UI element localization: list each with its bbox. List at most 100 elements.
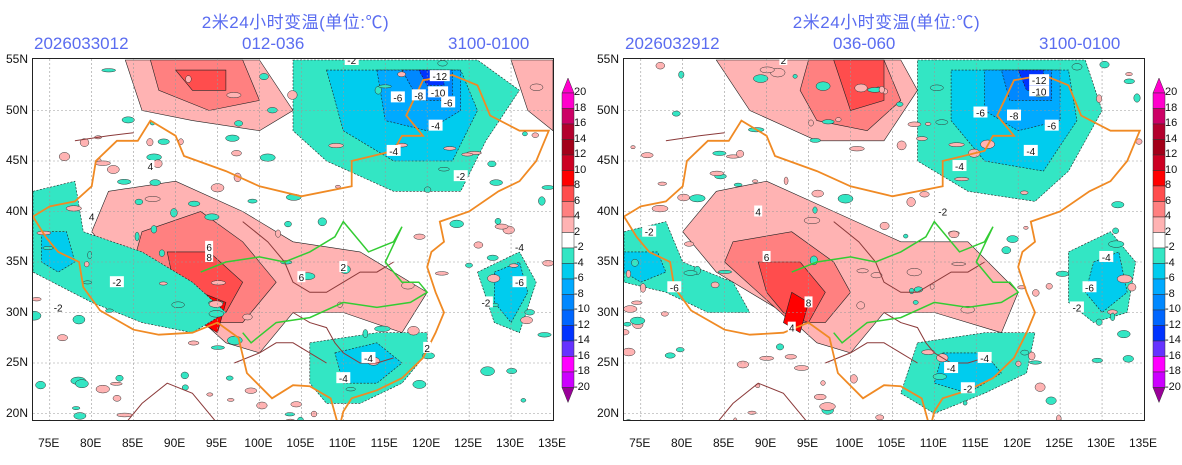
lon-tick-label: 135E	[537, 436, 567, 450]
warm-patch	[84, 261, 90, 268]
lat-tick-label: 35N	[596, 254, 619, 268]
cold-patch	[87, 251, 93, 260]
contour-label: -4	[980, 354, 989, 365]
contour-label-bg	[1069, 301, 1084, 313]
warm-region-mongolia-peak	[174, 69, 227, 91]
lon-tick-label: 90E	[754, 436, 777, 450]
cold-patch	[362, 329, 369, 338]
legend-label: 4	[1165, 210, 1172, 222]
lon-tick-label: 75E	[629, 436, 651, 450]
lon-tick-label: 105E	[877, 436, 906, 450]
cold-patch	[345, 387, 356, 392]
contour-label: 4	[148, 162, 154, 173]
legend-arrow-top	[1152, 77, 1166, 94]
legend-label: -4	[1165, 256, 1175, 269]
contour-label: -4	[389, 147, 398, 158]
lat-tick-label: 25N	[5, 355, 28, 369]
contour-label-bg	[429, 70, 450, 82]
cold-patch	[117, 179, 132, 185]
warm-patch	[242, 313, 253, 321]
panel-left: 2米24小时变温(单位:℃) 2026033012 012-036 3100-0…	[5, 13, 590, 450]
warm-patch	[870, 272, 883, 279]
lon-tick-label: 110E	[919, 436, 947, 450]
warm-patch	[631, 300, 643, 305]
legend-swatch	[1152, 325, 1166, 342]
warm-patch	[112, 395, 122, 402]
warm-patch	[660, 311, 669, 317]
warm-patch	[819, 402, 836, 411]
warm-patch	[808, 119, 814, 127]
warm-patch	[856, 268, 869, 274]
legend-swatch	[561, 325, 575, 342]
cold-patch	[225, 134, 240, 142]
cold-patch	[204, 213, 220, 221]
warm-patch	[624, 347, 636, 357]
cold-patch	[1112, 227, 1119, 234]
river-line	[200, 220, 429, 344]
cold-patch	[101, 68, 116, 73]
warm-patch	[1116, 274, 1133, 284]
cold-patch	[1111, 201, 1125, 209]
province-boundary	[292, 312, 394, 364]
warm-patch	[494, 223, 509, 230]
lat-tick-label: 55N	[5, 52, 28, 66]
cold-patch	[134, 231, 140, 242]
legend-label: 16	[574, 117, 587, 129]
cold-patch	[1110, 312, 1116, 321]
contour-label: -2	[963, 384, 972, 395]
cold-patch	[896, 101, 904, 107]
legend-label: 8	[1165, 179, 1172, 191]
cold-patch	[912, 300, 919, 305]
cold-patch	[630, 316, 646, 325]
cold-patch	[712, 150, 727, 156]
cold-patch	[624, 321, 632, 327]
legend-label: 6	[574, 194, 581, 207]
contour-label-bg	[512, 276, 527, 288]
contour-label-bg	[339, 261, 348, 273]
warm-patch	[624, 329, 630, 336]
contour-label: -12	[1032, 76, 1047, 87]
lat-tick-label: 55N	[596, 52, 619, 66]
contour-label-bg	[787, 321, 796, 333]
contour-label-bg	[478, 296, 493, 308]
warm-patch	[906, 268, 922, 277]
warm-patch	[487, 274, 501, 283]
valid-period: 3100-0100	[1039, 34, 1121, 53]
lat-tick-label: 40N	[5, 203, 28, 218]
contour-label-bg	[423, 341, 432, 353]
warm-patch	[630, 145, 636, 150]
legend-swatch	[561, 309, 575, 326]
warm-patch	[287, 90, 298, 100]
warm-patch	[651, 205, 669, 213]
contour-label: -6	[976, 109, 985, 120]
cold-patch	[73, 412, 87, 420]
cold-patch	[234, 120, 243, 127]
legend-label: -8	[1165, 287, 1175, 300]
warm-patch	[794, 365, 810, 371]
warm-patch	[434, 271, 449, 276]
warm-patch	[542, 260, 553, 267]
province-boundary	[825, 342, 918, 364]
legend-label: 14	[1165, 132, 1178, 145]
cold-patch	[170, 208, 178, 218]
contour-label-bg	[944, 362, 959, 374]
warm-patch	[811, 189, 824, 198]
legend-bar	[561, 77, 575, 404]
contour-label: 8	[206, 253, 212, 264]
cold-patch	[158, 249, 165, 257]
cold-patch	[134, 198, 144, 205]
warm-patch	[94, 160, 111, 166]
warm-patch	[907, 121, 922, 127]
warm-patch	[879, 221, 890, 230]
warm-patch	[208, 300, 224, 308]
contour-label: -4	[515, 243, 524, 254]
cold-patch	[626, 419, 631, 420]
legend-label: -20	[574, 380, 590, 393]
contour-label-bg	[361, 351, 376, 363]
cold-patch	[489, 179, 503, 186]
legend-label: -6	[1165, 272, 1175, 284]
warm-patch	[655, 62, 665, 70]
legend-arrow-bottom	[1152, 387, 1166, 404]
cold-patch	[792, 74, 798, 79]
warm-patch	[1020, 190, 1029, 195]
